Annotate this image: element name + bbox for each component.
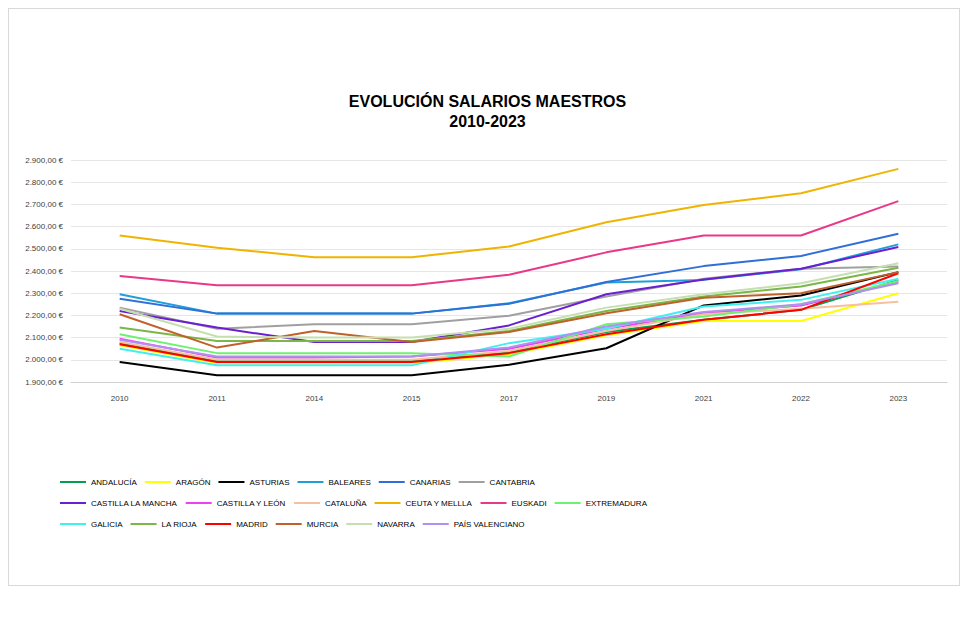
svg-text:EUSKADI: EUSKADI xyxy=(512,499,547,508)
svg-text:2017: 2017 xyxy=(500,394,518,403)
svg-text:2015: 2015 xyxy=(403,394,421,403)
svg-text:GALICIA: GALICIA xyxy=(91,520,123,529)
svg-text:2.300,00 €: 2.300,00 € xyxy=(25,289,63,298)
svg-text:2.900,00 €: 2.900,00 € xyxy=(25,156,63,165)
svg-text:2010-2023: 2010-2023 xyxy=(449,113,526,130)
svg-text:2.400,00 €: 2.400,00 € xyxy=(25,267,63,276)
svg-text:2019: 2019 xyxy=(597,394,615,403)
svg-text:ANDALUCÍA: ANDALUCÍA xyxy=(91,478,137,487)
svg-text:2.100,00 €: 2.100,00 € xyxy=(25,333,63,342)
svg-text:MURCIA: MURCIA xyxy=(307,520,339,529)
svg-text:2014: 2014 xyxy=(305,394,323,403)
svg-text:EXTREMADURA: EXTREMADURA xyxy=(586,499,648,508)
svg-text:2.700,00 €: 2.700,00 € xyxy=(25,200,63,209)
svg-text:ASTURIAS: ASTURIAS xyxy=(249,478,289,487)
svg-text:2011: 2011 xyxy=(208,394,226,403)
svg-text:CANARIAS: CANARIAS xyxy=(410,478,451,487)
svg-text:2.500,00 €: 2.500,00 € xyxy=(25,244,63,253)
svg-text:EVOLUCIÓN SALARIOS MAESTROS: EVOLUCIÓN SALARIOS MAESTROS xyxy=(349,92,627,110)
svg-text:2.200,00 €: 2.200,00 € xyxy=(25,311,63,320)
svg-text:2.000,00 €: 2.000,00 € xyxy=(25,355,63,364)
svg-text:NAVARRA: NAVARRA xyxy=(377,520,415,529)
svg-text:MADRID: MADRID xyxy=(236,520,268,529)
svg-text:2.800,00 €: 2.800,00 € xyxy=(25,178,63,187)
svg-text:2021: 2021 xyxy=(695,394,713,403)
svg-text:2023: 2023 xyxy=(889,394,907,403)
svg-text:CEUTA Y MELLLA: CEUTA Y MELLLA xyxy=(406,499,473,508)
svg-text:BALEARES: BALEARES xyxy=(328,478,370,487)
svg-text:2.600,00 €: 2.600,00 € xyxy=(25,222,63,231)
svg-text:2022: 2022 xyxy=(792,394,810,403)
svg-text:1.900,00 €: 1.900,00 € xyxy=(25,378,63,387)
svg-text:CATALUÑA: CATALUÑA xyxy=(325,499,367,508)
svg-text:2010: 2010 xyxy=(111,394,129,403)
svg-text:LA RIOJA: LA RIOJA xyxy=(162,520,198,529)
svg-text:PAÍS VALENCIANO: PAÍS VALENCIANO xyxy=(454,520,525,529)
svg-text:CASTILLA LA MANCHA: CASTILLA LA MANCHA xyxy=(91,499,177,508)
svg-text:CASTILLA Y LEÓN: CASTILLA Y LEÓN xyxy=(217,499,286,508)
svg-text:CANTABRIA: CANTABRIA xyxy=(490,478,536,487)
svg-text:ARAGÓN: ARAGÓN xyxy=(176,478,211,487)
